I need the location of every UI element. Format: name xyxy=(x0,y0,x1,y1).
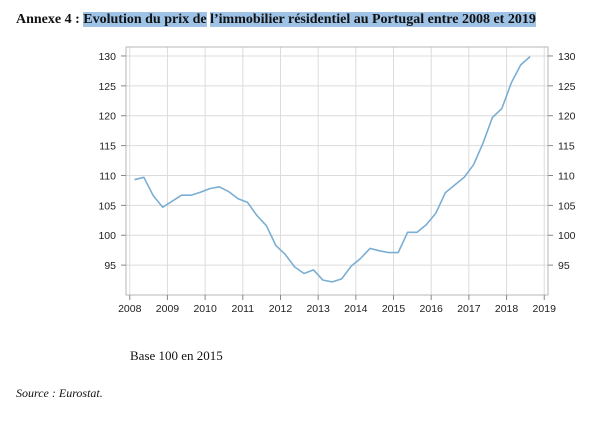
x-tick-label: 2008 xyxy=(118,303,142,315)
y-tick-label-right: 105 xyxy=(558,200,576,212)
axis-tick-labels: 95 95 100 100 105 105 110 110 115 115 120 120 125 125… xyxy=(98,51,575,315)
axis-ticks xyxy=(121,55,553,300)
x-tick-label: 2011 xyxy=(232,303,255,315)
x-tick-label: 2014 xyxy=(344,303,368,315)
x-tick-label: 2010 xyxy=(193,303,217,315)
y-tick-label-left: 105 xyxy=(98,200,116,212)
source-note: Source : Eurostat. xyxy=(16,386,103,400)
y-tick-label-left: 95 xyxy=(104,260,116,272)
series-line xyxy=(134,56,531,283)
y-tick-label-left: 120 xyxy=(98,111,116,123)
y-tick-label-right: 120 xyxy=(558,111,576,123)
x-tick-label: 2009 xyxy=(156,303,180,315)
x-tick-label: 2012 xyxy=(269,303,293,315)
line-chart: 95 95 100 100 105 105 110 110 115 115 120 120 125 125… xyxy=(98,46,576,315)
y-tick-label-right: 110 xyxy=(558,170,575,182)
y-tick-label-right: 100 xyxy=(558,230,576,242)
heading-prefix: Annexe 4 : xyxy=(16,12,84,27)
y-tick-label-left: 130 xyxy=(98,51,116,63)
x-tick-label: 2013 xyxy=(306,303,330,315)
heading-highlight-2: l’immobilier résidentiel au Portugal ent… xyxy=(210,12,536,27)
chart-grid xyxy=(126,47,548,295)
y-tick-label-right: 125 xyxy=(558,81,576,93)
x-tick-label: 2015 xyxy=(382,303,406,315)
chart-series xyxy=(134,56,531,283)
y-tick-label-left: 100 xyxy=(98,230,116,242)
x-tick-label: 2016 xyxy=(420,303,444,315)
y-tick-label-right: 95 xyxy=(558,260,570,272)
x-tick-label: 2019 xyxy=(533,303,557,315)
y-tick-label-left: 110 xyxy=(99,170,116,182)
y-tick-label-left: 115 xyxy=(99,141,116,153)
plot-frame xyxy=(125,46,549,296)
x-tick-label: 2018 xyxy=(495,303,519,315)
base-note: Base 100 en 2015 xyxy=(130,348,223,363)
heading-highlight-1: Evolution du prix de xyxy=(83,12,207,27)
y-tick-label-right: 130 xyxy=(558,51,576,63)
chart-heading: Annexe 4 : Evolution du prix de l’immobi… xyxy=(16,12,536,28)
x-tick-label: 2017 xyxy=(457,303,481,315)
y-tick-label-left: 125 xyxy=(98,81,116,93)
y-tick-label-right: 115 xyxy=(558,141,575,153)
